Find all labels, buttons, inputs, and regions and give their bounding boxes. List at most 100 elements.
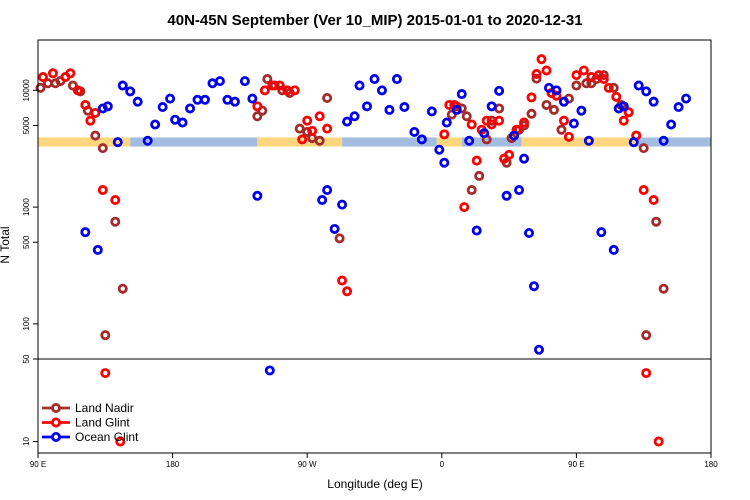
land-nadir-point bbox=[90, 130, 101, 141]
ocean-glint-point bbox=[471, 225, 482, 236]
ocean-glint-point bbox=[165, 93, 176, 104]
land-nadir-point bbox=[658, 283, 669, 294]
land-glint-point bbox=[314, 111, 325, 122]
land-glint-point bbox=[90, 107, 101, 118]
land-glint-point bbox=[541, 65, 552, 76]
ocean-glint-point bbox=[618, 101, 629, 112]
ocean-glint-point bbox=[222, 94, 233, 105]
land-nadir-point bbox=[100, 330, 111, 341]
ocean-glint-point bbox=[80, 227, 91, 238]
land-glint-point bbox=[65, 68, 76, 79]
ocean-glint-point bbox=[337, 199, 348, 210]
land-glint-point bbox=[641, 368, 652, 379]
ocean-glint-point bbox=[451, 104, 462, 115]
land-nadir-point bbox=[474, 170, 485, 181]
ocean-glint-point bbox=[494, 85, 505, 96]
ocean-glint-point bbox=[673, 102, 684, 113]
ocean-glint-point bbox=[529, 281, 540, 292]
ocean-glint-point bbox=[558, 96, 569, 107]
land-glint-point bbox=[307, 125, 318, 136]
ocean-glint-point bbox=[142, 135, 153, 146]
x-tick-label: 0 bbox=[440, 460, 445, 469]
land-nadir-point bbox=[322, 93, 333, 104]
ocean-glint-point bbox=[519, 153, 530, 164]
legend-label: Land Glint bbox=[75, 416, 130, 430]
ocean-glint-point bbox=[441, 117, 452, 128]
ocean-glint-point bbox=[112, 137, 123, 148]
land-nadir-point bbox=[581, 78, 592, 89]
ocean-glint-point bbox=[479, 128, 490, 139]
legend-label: Land Nadir bbox=[75, 401, 134, 415]
land-glint-point bbox=[563, 131, 574, 142]
land-nadir-point bbox=[526, 108, 537, 119]
ocean-glint-point bbox=[354, 80, 365, 91]
ocean-glint-point bbox=[583, 135, 594, 146]
ocean-glint-point bbox=[362, 101, 373, 112]
x-tick-label: 180 bbox=[704, 460, 718, 469]
land-glint-point bbox=[504, 149, 515, 160]
ocean-glint-point bbox=[125, 86, 136, 97]
land-glint-point bbox=[578, 65, 589, 76]
land-glint-point bbox=[531, 69, 542, 80]
band-segment-ocean bbox=[636, 137, 711, 147]
land-glint-point bbox=[603, 82, 614, 93]
ocean-glint-point bbox=[534, 344, 545, 355]
land-ocean-band bbox=[38, 137, 711, 147]
land-glint-point bbox=[47, 68, 58, 79]
ocean-glint-point bbox=[369, 74, 380, 85]
land-glint-point bbox=[252, 101, 263, 112]
x-axis-label: Longitude (deg E) bbox=[327, 477, 422, 491]
land-glint-point bbox=[494, 115, 505, 126]
ocean-glint-point bbox=[157, 102, 168, 113]
y-tick-label: 500 bbox=[22, 235, 31, 249]
land-glint-point bbox=[439, 129, 450, 140]
ocean-glint-point bbox=[342, 116, 353, 127]
ocean-glint-point bbox=[648, 96, 659, 107]
land-nadir-point bbox=[294, 123, 305, 134]
land-glint-point bbox=[37, 72, 48, 83]
ocean-glint-point bbox=[322, 185, 333, 196]
y-tick-label: 1000 bbox=[22, 198, 31, 216]
x-axis: 90 E 180 90 W 0 90 E 180 bbox=[30, 453, 718, 469]
ocean-glint-point bbox=[229, 96, 240, 107]
land-nadir-point bbox=[262, 74, 273, 85]
land-glint-point bbox=[526, 92, 537, 103]
land-glint-point bbox=[558, 115, 569, 126]
band-segment-ocean bbox=[461, 137, 522, 147]
ocean-glint-point bbox=[486, 101, 497, 112]
land-nadir-point bbox=[571, 80, 582, 91]
ocean-glint-point bbox=[349, 111, 360, 122]
ocean-glint-point bbox=[317, 195, 328, 206]
land-glint-point bbox=[466, 119, 477, 130]
ocean-glint-point bbox=[264, 365, 275, 376]
land-glint-point bbox=[571, 70, 582, 81]
land-glint-point bbox=[289, 85, 300, 96]
land-glint-point bbox=[519, 117, 530, 128]
ocean-glint-point bbox=[376, 85, 387, 96]
land-nadir-point bbox=[302, 126, 313, 137]
y-tick-label: 100 bbox=[22, 317, 31, 331]
ocean-glint-point bbox=[185, 103, 196, 114]
land-nadir-point bbox=[35, 82, 46, 93]
land-glint-point bbox=[611, 91, 622, 102]
ocean-glint-point bbox=[132, 96, 143, 107]
land-glint-point bbox=[259, 85, 270, 96]
land-glint-point bbox=[638, 185, 649, 196]
ocean-glint-point bbox=[329, 223, 340, 234]
ocean-glint-point bbox=[596, 227, 607, 238]
ocean-glint-point bbox=[150, 119, 161, 130]
data-points bbox=[35, 54, 692, 447]
x-tick-label: 90 E bbox=[568, 460, 584, 469]
land-nadir-point bbox=[461, 111, 472, 122]
land-nadir-point bbox=[598, 70, 609, 81]
land-glint-point bbox=[72, 85, 83, 96]
land-glint-point bbox=[471, 155, 482, 166]
band-segment-land bbox=[38, 137, 131, 147]
y-tick-label: 10 bbox=[22, 437, 31, 446]
ocean-glint-point bbox=[247, 93, 258, 104]
ocean-glint-point bbox=[576, 105, 587, 116]
land-glint-point bbox=[302, 115, 313, 126]
ocean-glint-point bbox=[514, 185, 525, 196]
